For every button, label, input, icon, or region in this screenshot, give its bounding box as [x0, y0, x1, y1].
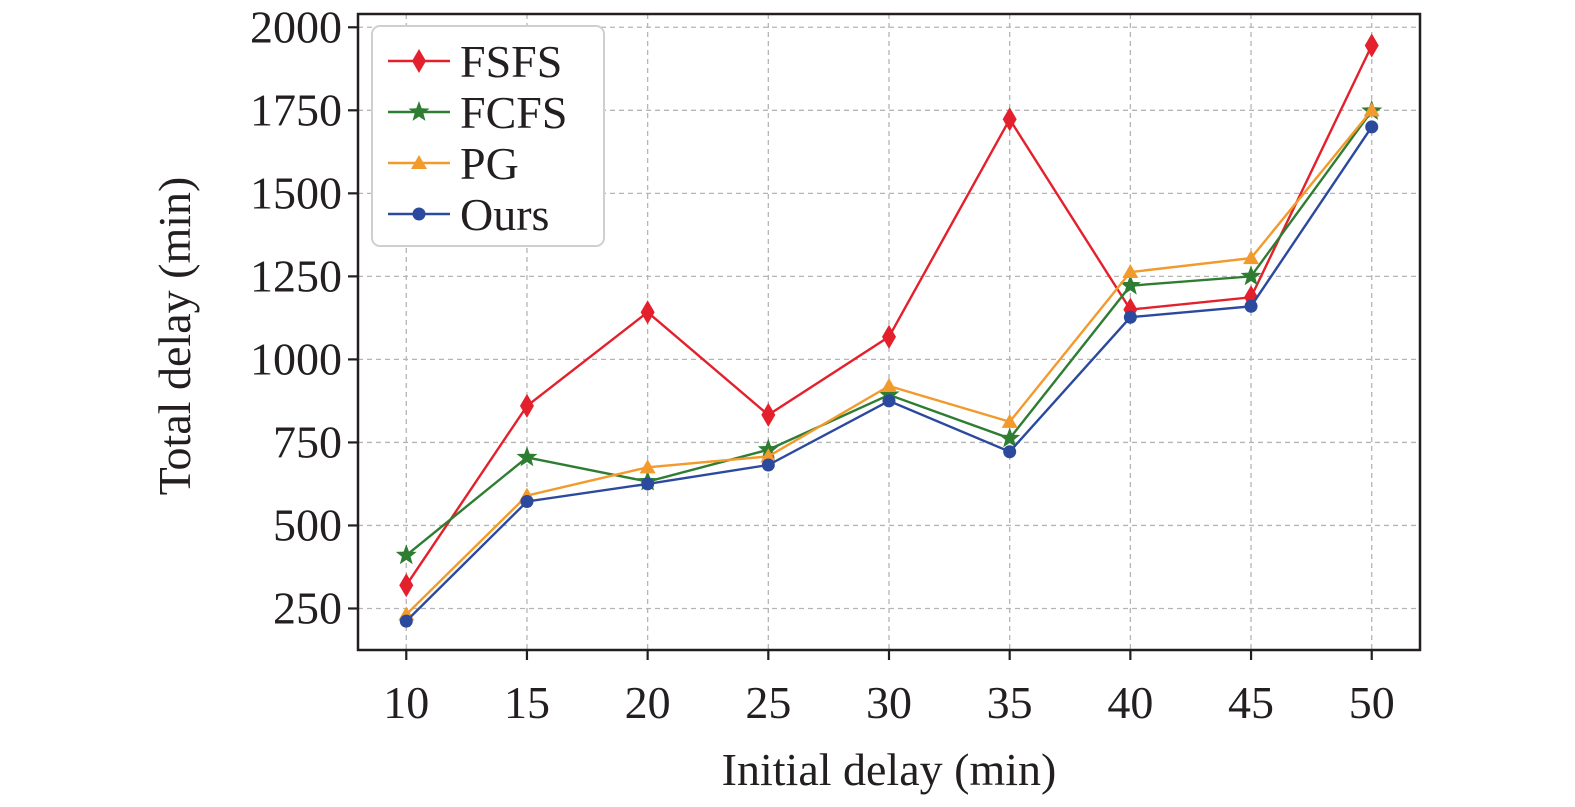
axes: 10 15 20 25 30 35 40 45 50 250 500 750 1000 1250 1500 1… — [250, 1, 1395, 728]
y-tick-label: 1750 — [250, 84, 342, 135]
data-point-fcfs — [1119, 274, 1141, 295]
series-layer — [395, 33, 1383, 628]
data-point-fsfs — [1002, 107, 1017, 132]
legend-entry-fsfs: FSFS — [388, 36, 562, 87]
data-point-fcfs — [516, 446, 538, 467]
legend-box — [371, 25, 605, 247]
legend-marker-ours — [412, 207, 426, 221]
data-point-pg — [639, 459, 656, 474]
data-point-fcfs — [878, 383, 900, 404]
x-tick-label: 50 — [1349, 677, 1395, 728]
x-tick-label: 20 — [625, 677, 671, 728]
legend-marker-fcfs — [408, 101, 430, 121]
data-point-fsfs — [399, 573, 414, 598]
data-point-fcfs — [999, 427, 1021, 448]
data-point-pg — [760, 448, 777, 463]
y-tick-label: 500 — [273, 499, 342, 550]
data-point-ours — [1123, 310, 1137, 324]
data-point-ours — [1003, 445, 1017, 459]
data-point-ours — [1365, 120, 1379, 134]
legend-label-ours: Ours — [460, 189, 549, 240]
legend-label-fcfs: FCFS — [460, 87, 567, 138]
legend-marker-pg — [411, 155, 427, 169]
data-point-pg — [1363, 102, 1380, 117]
data-point-pg — [881, 377, 897, 392]
data-point-ours — [882, 394, 896, 408]
x-tick-label: 10 — [383, 677, 429, 728]
legend-entry-pg: PG — [388, 138, 519, 189]
y-axis-label: Total delay (min) — [149, 177, 200, 496]
legend-entry-ours: Ours — [388, 189, 549, 240]
y-tick-label: 2000 — [250, 1, 342, 52]
data-point-fcfs — [395, 544, 417, 565]
data-point-fsfs — [761, 402, 776, 427]
data-point-fcfs — [1240, 265, 1262, 286]
data-point-fsfs — [640, 300, 655, 325]
data-point-pg — [1243, 250, 1260, 265]
y-tick-label: 750 — [273, 416, 342, 467]
data-point-fsfs — [882, 324, 896, 349]
x-tick-label: 15 — [504, 677, 550, 728]
legend-marker-fsfs — [412, 49, 426, 73]
x-tick-label: 30 — [866, 677, 912, 728]
y-tick-label: 1000 — [250, 333, 342, 384]
data-point-ours — [1244, 299, 1258, 313]
legend-entry-fcfs: FCFS — [388, 87, 567, 138]
series-ours — [399, 120, 1379, 628]
data-point-ours — [761, 458, 775, 472]
x-tick-label: 25 — [745, 677, 791, 728]
data-point-ours — [641, 477, 655, 491]
y-tick-label: 1500 — [250, 167, 342, 218]
x-tick-label: 35 — [987, 677, 1033, 728]
legend-label-pg: PG — [460, 138, 519, 189]
legend-label-fsfs: FSFS — [460, 36, 562, 87]
x-axis-label: Initial delay (min) — [722, 744, 1057, 795]
data-point-ours — [399, 614, 413, 628]
data-point-fsfs — [519, 393, 534, 418]
series-fsfs — [399, 33, 1379, 598]
y-tick-label: 1250 — [250, 250, 342, 301]
x-tick-label: 40 — [1107, 677, 1153, 728]
data-point-pg — [1122, 264, 1139, 279]
y-tick-label: 250 — [273, 582, 342, 633]
data-point-fsfs — [1364, 33, 1379, 58]
data-point-ours — [520, 495, 534, 509]
x-tick-label: 45 — [1228, 677, 1274, 728]
data-point-pg — [1001, 413, 1018, 428]
